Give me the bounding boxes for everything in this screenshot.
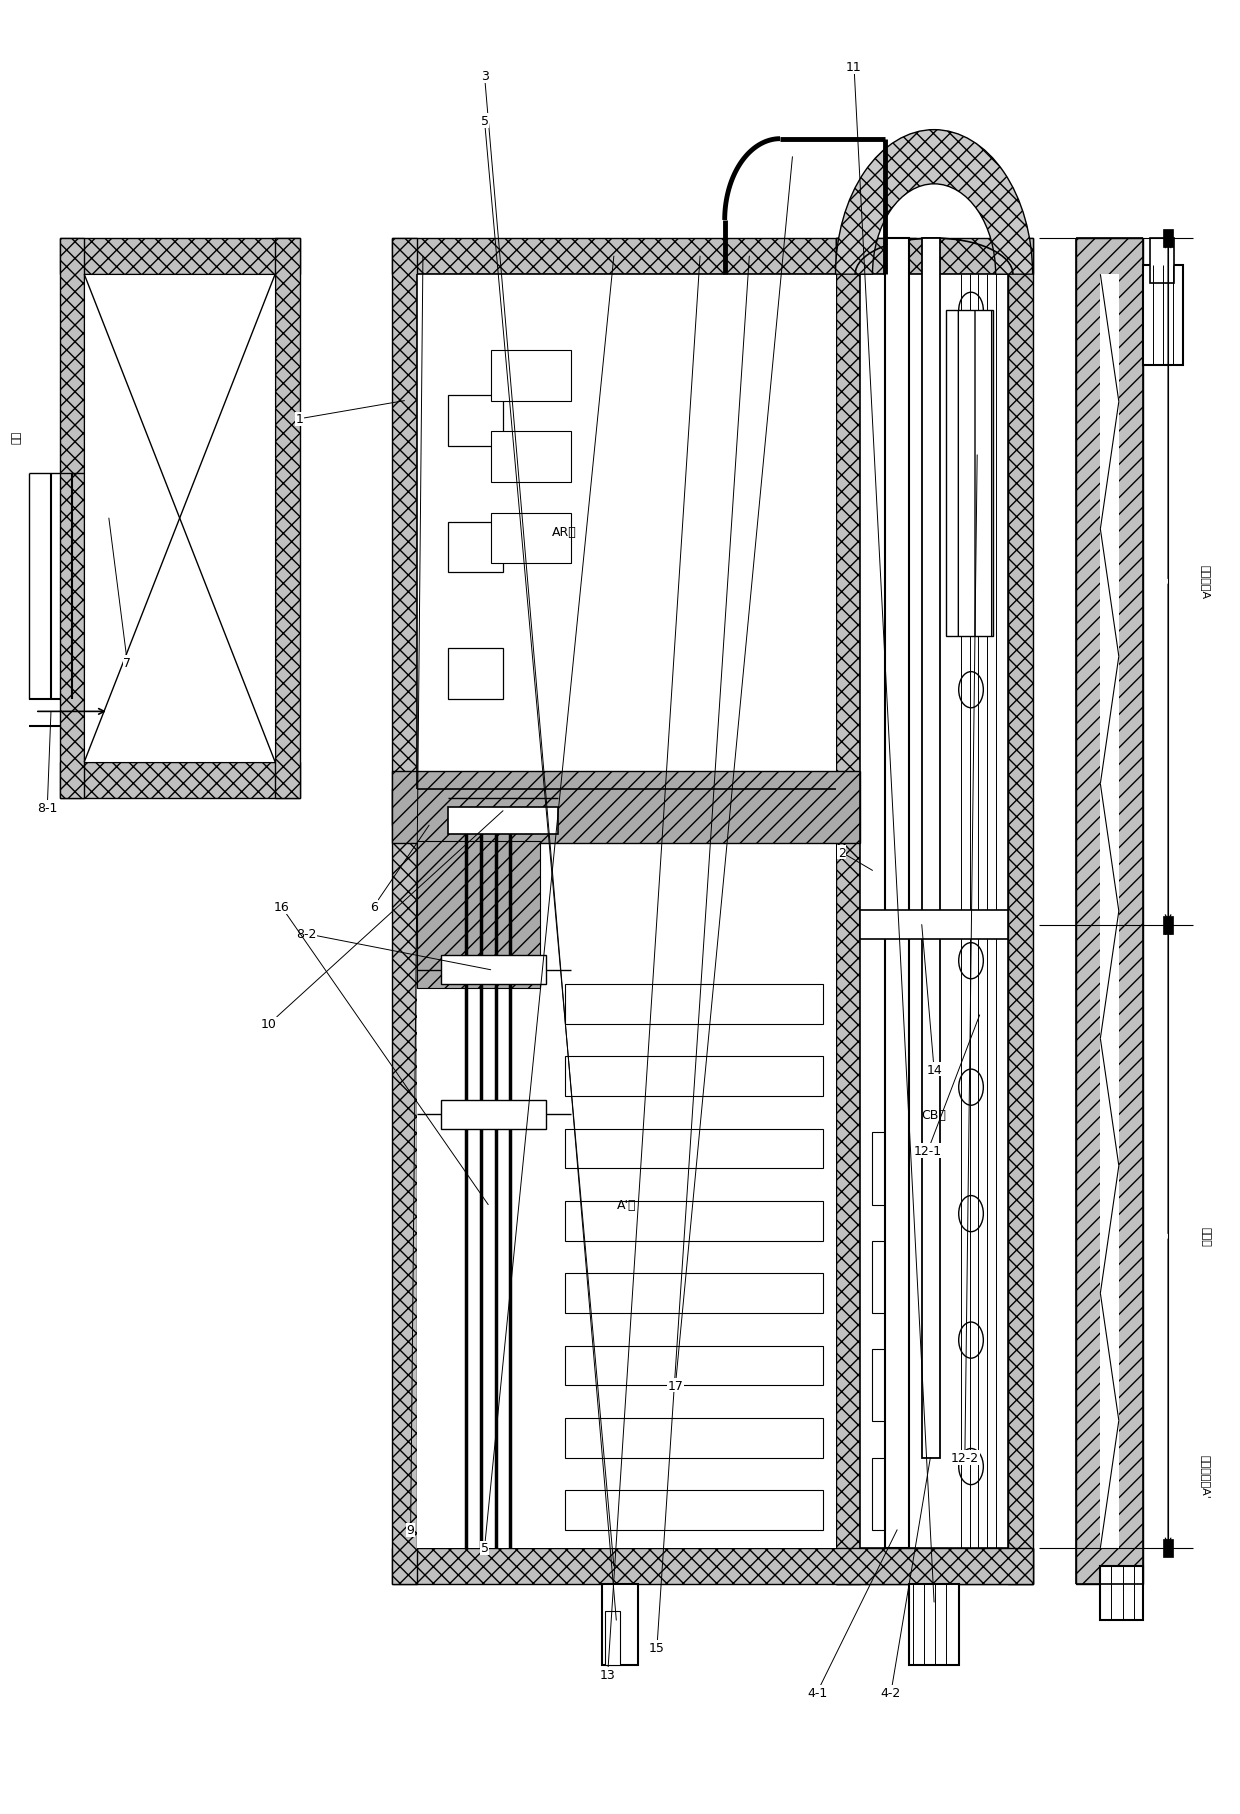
Bar xyxy=(873,1132,903,1204)
Bar xyxy=(275,239,300,798)
Bar xyxy=(564,1128,823,1168)
Bar xyxy=(873,1458,903,1529)
Bar xyxy=(836,239,1033,276)
Text: 12-1: 12-1 xyxy=(914,1016,980,1157)
Bar xyxy=(1163,230,1173,249)
Text: 1: 1 xyxy=(296,401,404,426)
Bar xyxy=(392,1547,1033,1584)
Bar xyxy=(564,1201,823,1241)
Bar xyxy=(836,1547,1033,1584)
Bar xyxy=(84,276,275,762)
Bar xyxy=(392,825,417,1584)
Text: 5: 5 xyxy=(481,258,614,1555)
Bar xyxy=(491,513,570,564)
Bar xyxy=(1100,1565,1143,1620)
Bar xyxy=(564,1273,823,1313)
Bar xyxy=(417,276,836,789)
Text: 8-1: 8-1 xyxy=(37,711,57,814)
Bar xyxy=(448,522,503,573)
Bar xyxy=(417,825,836,1547)
Bar xyxy=(392,789,915,825)
Bar xyxy=(448,649,503,700)
Text: 12-2: 12-2 xyxy=(951,455,978,1464)
Text: 主燃烧区A: 主燃烧区A xyxy=(1200,564,1210,599)
Bar xyxy=(1163,916,1173,934)
Bar xyxy=(1100,276,1118,1547)
Bar xyxy=(601,1584,639,1665)
Bar xyxy=(392,239,417,825)
Bar xyxy=(564,1346,823,1386)
Bar xyxy=(491,350,570,401)
Bar xyxy=(921,239,940,1458)
Text: 10: 10 xyxy=(262,811,503,1030)
Bar xyxy=(448,807,558,834)
Bar xyxy=(392,771,861,844)
Bar xyxy=(861,911,1008,940)
Bar xyxy=(873,1241,903,1313)
Bar xyxy=(491,432,570,483)
Bar xyxy=(946,312,993,637)
Bar xyxy=(861,276,1008,1547)
Text: 9: 9 xyxy=(407,258,423,1536)
Bar xyxy=(441,956,546,985)
Bar xyxy=(605,1611,620,1665)
Bar xyxy=(441,1101,546,1128)
Text: 16: 16 xyxy=(273,900,489,1204)
Text: 15: 15 xyxy=(649,258,749,1654)
Text: 辅助燃烧区A': 辅助燃烧区A' xyxy=(1200,1453,1210,1498)
Bar xyxy=(448,395,503,446)
Text: 14: 14 xyxy=(921,925,942,1076)
Bar xyxy=(1076,239,1143,1584)
Bar xyxy=(60,239,300,276)
Text: 2: 2 xyxy=(838,847,873,871)
Bar xyxy=(1008,239,1033,1584)
Text: A'区: A'区 xyxy=(616,1199,636,1212)
Bar xyxy=(417,842,539,989)
Wedge shape xyxy=(836,131,1033,276)
Text: AR区: AR区 xyxy=(552,526,577,539)
Text: 蒸汽: 蒸汽 xyxy=(11,432,21,444)
Bar xyxy=(836,239,861,825)
Bar xyxy=(1143,267,1183,365)
Bar xyxy=(392,239,915,276)
Text: 13: 13 xyxy=(600,258,701,1682)
Bar xyxy=(1149,239,1174,285)
Bar xyxy=(836,239,861,1584)
Text: 碳化区: 碳化区 xyxy=(1200,1226,1210,1246)
Text: 5: 5 xyxy=(481,114,614,1565)
Bar xyxy=(564,1491,823,1529)
Bar xyxy=(873,1350,903,1422)
Bar xyxy=(60,239,84,798)
Text: 17: 17 xyxy=(667,158,792,1391)
Text: 11: 11 xyxy=(846,62,934,1602)
Text: CB区: CB区 xyxy=(921,1108,946,1121)
Bar xyxy=(564,985,823,1025)
Bar xyxy=(1163,1538,1173,1556)
Text: 4-1: 4-1 xyxy=(807,1529,897,1700)
Bar xyxy=(564,1058,823,1097)
Text: 4-2: 4-2 xyxy=(880,1458,930,1700)
Bar xyxy=(909,1584,959,1665)
Bar xyxy=(564,1419,823,1458)
Text: 7: 7 xyxy=(109,519,131,669)
Text: 8-2: 8-2 xyxy=(295,927,491,970)
Text: 6: 6 xyxy=(370,825,429,914)
Bar xyxy=(885,239,909,1547)
Bar xyxy=(60,762,300,798)
Text: 3: 3 xyxy=(481,71,616,1620)
Bar xyxy=(84,276,275,762)
